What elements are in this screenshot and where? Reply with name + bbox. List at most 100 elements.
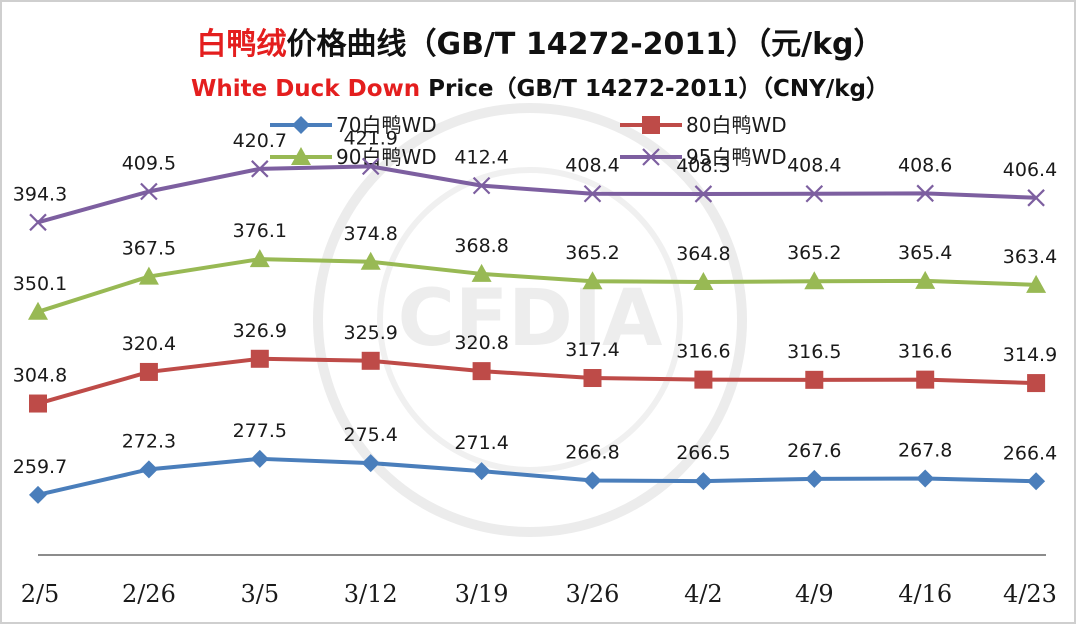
data-point: [1027, 374, 1046, 393]
data-point: [139, 460, 158, 479]
data-point: [251, 160, 269, 178]
legend-label: 80白鸭WD: [686, 113, 787, 137]
data-label: 412.4: [454, 147, 508, 169]
data-point: [804, 271, 825, 290]
data-point: [472, 462, 491, 481]
x-tick-label: 3/26: [566, 580, 620, 608]
data-point: [361, 351, 380, 370]
data-point: [916, 370, 935, 389]
data-label: 275.4: [343, 424, 397, 446]
series-2: 350.1 367.5 376.1 374.8 368.8 365.2 364.8 365.2…: [13, 220, 1057, 320]
subtitle-part-1: Price（GB/T 14272-2011）（CNY/kg）: [420, 75, 889, 102]
data-point: [361, 157, 380, 176]
data-label: 409.5: [122, 153, 176, 175]
data-label: 365.4: [898, 242, 952, 264]
watermark-inner-ring: [377, 167, 683, 473]
title-part-0: 白鸭绒: [196, 27, 286, 62]
data-point: [29, 213, 47, 232]
subtitle-part-0: White Duck Down: [191, 76, 420, 102]
data-label: 317.4: [565, 339, 619, 361]
data-label: 363.4: [1003, 246, 1057, 268]
data-point: [1027, 472, 1046, 491]
data-label: 267.6: [787, 440, 841, 462]
data-label: 365.2: [565, 242, 619, 264]
data-label: 420.7: [233, 130, 287, 152]
data-label: 304.8: [13, 365, 67, 387]
data-label: 316.6: [676, 341, 730, 363]
x-tick-label: 2/26: [122, 580, 176, 608]
data-label: 350.1: [13, 273, 67, 295]
data-label: 421.9: [343, 127, 397, 149]
data-point: [805, 469, 824, 488]
data-point: [916, 184, 934, 203]
data-label: 368.8: [454, 235, 508, 257]
series-group: 259.7 272.3 277.5 275.4 271.4 266.8 266.5 267.6…: [13, 127, 1057, 504]
data-point: [361, 454, 380, 473]
series-1: 304.8 320.4 326.9 325.9 320.8 317.4 316.6 316.5…: [13, 320, 1057, 413]
data-point: [583, 184, 602, 203]
x-tick-label: 3/5: [240, 580, 279, 608]
legend-item: 80白鸭WD: [620, 113, 787, 137]
data-point: [250, 449, 269, 468]
data-label: 408.3: [676, 155, 730, 177]
data-point: [139, 362, 158, 381]
data-point: [583, 369, 602, 388]
legend-item: 70白鸭WD: [270, 113, 437, 137]
data-label: 271.4: [454, 432, 508, 454]
data-label: 320.8: [454, 332, 508, 354]
data-label: 266.4: [1003, 442, 1057, 464]
watermark-outer-ring: [313, 103, 747, 537]
data-label: 394.3: [13, 183, 67, 205]
data-label: 266.8: [565, 441, 619, 463]
data-label: 408.4: [565, 155, 619, 177]
data-point: [694, 185, 713, 203]
data-point: [915, 270, 936, 289]
data-point: [1026, 274, 1047, 293]
watermark-text: CFDIA: [398, 274, 663, 364]
data-point: [805, 370, 824, 389]
data-label: 316.6: [898, 341, 952, 363]
data-label: 365.2: [787, 242, 841, 264]
data-point: [28, 301, 48, 320]
x-tick-label: 4/9: [795, 580, 834, 608]
data-point: [582, 271, 603, 290]
x-tick-label: 3/12: [344, 580, 398, 608]
data-label: 272.3: [122, 430, 176, 452]
series-0: 259.7 272.3 277.5 275.4 271.4 266.8 266.5 267.6…: [13, 420, 1057, 504]
data-label: 325.9: [343, 322, 397, 344]
x-tick-label: 4/2: [684, 580, 723, 608]
data-point: [1027, 189, 1045, 207]
data-label: 314.9: [1003, 344, 1057, 366]
data-point: [360, 251, 381, 270]
data-point: [29, 394, 47, 413]
data-label: 277.5: [233, 420, 287, 442]
data-point: [693, 272, 714, 291]
data-label: 408.4: [787, 155, 841, 177]
data-point: [249, 249, 270, 268]
data-point: [916, 469, 935, 488]
x-tick-label: 2/5: [21, 580, 60, 608]
data-point: [805, 184, 824, 203]
x-tick-label: 4/16: [898, 580, 952, 608]
data-label: 374.8: [343, 223, 397, 245]
legend-marker: [642, 148, 660, 166]
x-tick-label: 4/23: [1003, 580, 1057, 608]
watermark: CFDIA: [313, 103, 747, 537]
legend-marker: [291, 147, 311, 165]
series-3: 394.3 409.5 420.7 421.9 412.4 408.4 408.3 408.4…: [13, 127, 1057, 232]
data-label: 267.8: [898, 439, 952, 461]
data-point: [29, 485, 47, 504]
legend-marker: [292, 116, 310, 134]
data-label: 364.8: [676, 243, 730, 265]
chart-subtitle: White Duck Down Price（GB/T 14272-2011）（C…: [191, 75, 889, 102]
data-point: [250, 349, 269, 368]
series-line: [37, 164, 1037, 225]
data-point: [138, 266, 159, 285]
series-line: [37, 356, 1037, 406]
series-line: [37, 257, 1037, 314]
x-tick-label: 3/19: [455, 580, 509, 608]
data-label: 326.9: [233, 320, 287, 342]
data-point: [694, 370, 713, 389]
series-line: [37, 456, 1037, 497]
data-point: [140, 182, 158, 201]
